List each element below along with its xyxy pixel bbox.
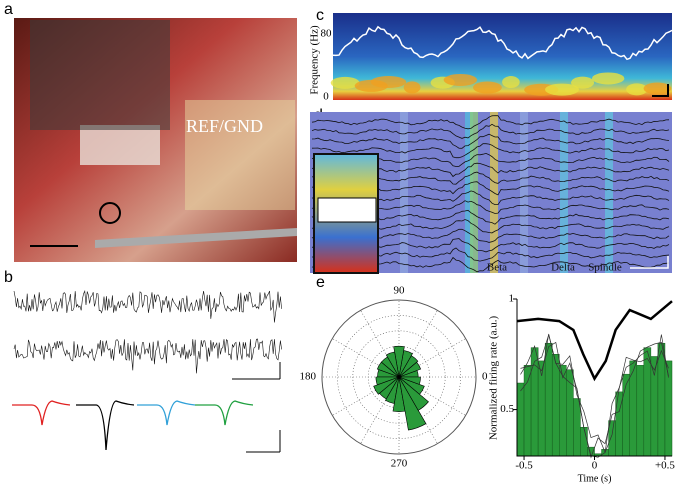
- blob: [591, 72, 625, 85]
- bar: [530, 347, 539, 457]
- panel-label: a: [4, 1, 13, 18]
- waveform: [195, 400, 254, 426]
- polar-grid: [337, 315, 461, 439]
- bar: [580, 427, 588, 457]
- band-label: Beta: [487, 262, 507, 274]
- stripe: [560, 112, 568, 273]
- panel-label: e: [316, 274, 325, 291]
- x-tick-label: 0: [592, 460, 598, 472]
- blob: [473, 81, 502, 94]
- blob: [403, 81, 421, 94]
- scale-bar: [630, 256, 669, 269]
- marker-circle: [99, 202, 121, 224]
- trace: [311, 115, 670, 130]
- photo-detail: [95, 228, 297, 248]
- bar: [657, 342, 666, 457]
- scale-bar: [652, 84, 669, 97]
- rose-petal: [398, 376, 421, 385]
- annotation: REF/GND: [186, 116, 263, 136]
- blob: [626, 83, 648, 96]
- unit-trace: [520, 334, 669, 459]
- photo-detail: [185, 100, 295, 210]
- rose-petal: [373, 376, 400, 395]
- blob: [370, 75, 407, 88]
- stripe: [465, 112, 473, 273]
- rose-petal: [393, 345, 405, 378]
- waveform: [12, 400, 71, 426]
- traces: [12, 289, 282, 451]
- polar-grid: [352, 330, 446, 424]
- bar: [551, 354, 560, 457]
- band-label: Spindle: [588, 262, 622, 274]
- y-tick-label: 80: [321, 28, 333, 40]
- photo-detail: [80, 125, 160, 165]
- axes: [516, 299, 672, 457]
- bar: [643, 347, 652, 457]
- y-tick-label: 1: [509, 293, 515, 305]
- bar: [573, 398, 581, 457]
- polar-grid: [321, 299, 477, 455]
- stripe: [520, 112, 528, 273]
- blob: [643, 82, 672, 95]
- trace: [332, 25, 673, 61]
- lfp-traces: [311, 112, 670, 273]
- blob: [330, 76, 360, 89]
- trace: [13, 289, 282, 323]
- rose-petal: [398, 376, 429, 411]
- angle-label: 90: [394, 285, 406, 297]
- rose-petal: [385, 351, 400, 378]
- unit-trace: [520, 333, 669, 454]
- x-axis-label: Time (s): [578, 473, 612, 484]
- y-tick-label: 0: [323, 91, 329, 103]
- stripe: [470, 112, 478, 273]
- rose-petal: [398, 376, 425, 395]
- blob: [545, 83, 579, 96]
- trace: [13, 338, 282, 374]
- panel-label: c: [316, 7, 324, 24]
- band-label: Delta: [551, 262, 575, 274]
- bar: [650, 356, 659, 457]
- bar: [636, 365, 645, 457]
- trace: [311, 143, 670, 159]
- bar: [516, 382, 525, 457]
- rose-petal: [376, 361, 400, 378]
- stripe: [400, 112, 408, 273]
- blob: [571, 76, 595, 89]
- blob: [443, 73, 478, 86]
- bar: [622, 373, 630, 457]
- axis-label: Frequency (Hz): [309, 25, 321, 95]
- stripe: [605, 112, 613, 273]
- bar: [544, 342, 553, 457]
- angle-label: 270: [391, 458, 408, 470]
- angle-label: 0: [482, 371, 488, 383]
- polar-plot: 90 180 0 270: [300, 285, 489, 470]
- y-tick-label: 0.5: [500, 403, 514, 415]
- histogram: 1 0.5 -0.5 0 +0.5 Time (s) Normalized firing r…: [488, 293, 676, 485]
- trace: [311, 123, 670, 139]
- waveform: [137, 400, 196, 426]
- spectrogram-detail: [330, 25, 673, 96]
- bar: [523, 365, 532, 457]
- y-axis-label: Normalized firing rate (a.u.): [488, 316, 500, 441]
- blob: [502, 76, 520, 89]
- rose-petal: [398, 376, 427, 431]
- inset-box: [317, 197, 377, 223]
- phase-trace: [516, 300, 673, 382]
- photo-detail: [30, 20, 170, 130]
- trace: [311, 133, 670, 149]
- x-tick-label: -0.5: [515, 460, 533, 472]
- x-tick-label: +0.5: [655, 460, 675, 472]
- waveform: [76, 400, 135, 451]
- angle-label: 180: [300, 371, 317, 383]
- panel-label: b: [4, 269, 13, 286]
